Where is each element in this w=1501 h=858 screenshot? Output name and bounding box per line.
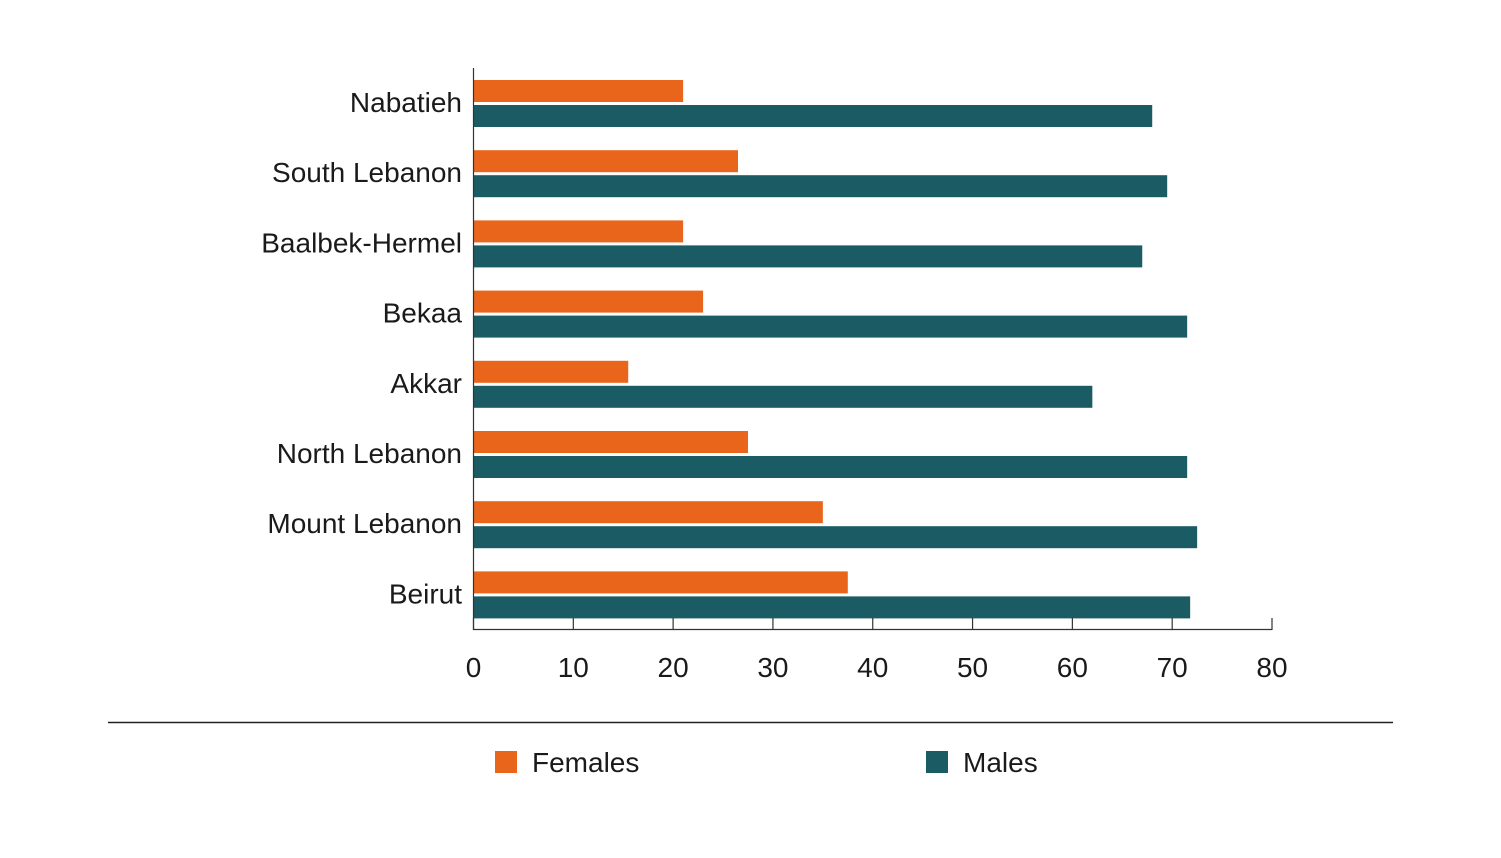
x-tick-label: 50 xyxy=(957,652,988,683)
category-labels: Nabatieh South Lebanon Baalbek-Hermel Bekaa… xyxy=(261,87,462,609)
category-label: Mount Lebanon xyxy=(267,508,462,539)
x-ticks: 0 10 20 30 40 50 60 70 80 xyxy=(466,618,1288,683)
x-tick-label: 40 xyxy=(857,652,888,683)
x-tick-label: 70 xyxy=(1157,652,1188,683)
bar-males-mount-lebanon xyxy=(473,526,1198,549)
x-tick-label: 30 xyxy=(757,652,788,683)
bar-males-baalbek-hermel xyxy=(473,245,1143,268)
bar-females-mount-lebanon xyxy=(473,501,823,524)
bar-females-beirut xyxy=(473,571,848,594)
category-label: Beirut xyxy=(389,578,462,609)
bar-males-north-lebanon xyxy=(473,456,1188,478)
bar-females-nabatieh xyxy=(473,80,684,102)
x-tick-label: 80 xyxy=(1256,652,1287,683)
bar-females-akkar xyxy=(473,360,629,383)
legend-swatch-males xyxy=(926,751,948,773)
legend-label-females: Females xyxy=(532,747,639,778)
x-tick-label: 20 xyxy=(658,652,689,683)
legend: Females Males xyxy=(495,747,1038,778)
bar-females-baalbek-hermel xyxy=(473,220,684,243)
bar-females-bekaa xyxy=(473,290,704,313)
category-label: South Lebanon xyxy=(272,157,462,188)
bar-males-nabatieh xyxy=(473,105,1153,127)
category-label: North Lebanon xyxy=(277,438,462,469)
bar-males-bekaa xyxy=(473,315,1188,338)
x-tick-label: 10 xyxy=(558,652,589,683)
category-label: Nabatieh xyxy=(350,87,462,118)
category-label: Baalbek-Hermel xyxy=(261,227,462,258)
category-label: Bekaa xyxy=(383,298,463,329)
bar-males-south-lebanon xyxy=(473,175,1168,198)
bar-females-north-lebanon xyxy=(473,431,748,453)
bar-males-akkar xyxy=(473,385,1093,408)
legend-label-males: Males xyxy=(963,747,1038,778)
x-tick-label: 60 xyxy=(1057,652,1088,683)
x-tick-label: 0 xyxy=(466,652,482,683)
bars xyxy=(473,80,1198,619)
category-label: Akkar xyxy=(390,368,462,399)
bar-males-beirut xyxy=(473,596,1191,619)
legend-swatch-females xyxy=(495,751,517,773)
bar-females-south-lebanon xyxy=(473,150,739,173)
